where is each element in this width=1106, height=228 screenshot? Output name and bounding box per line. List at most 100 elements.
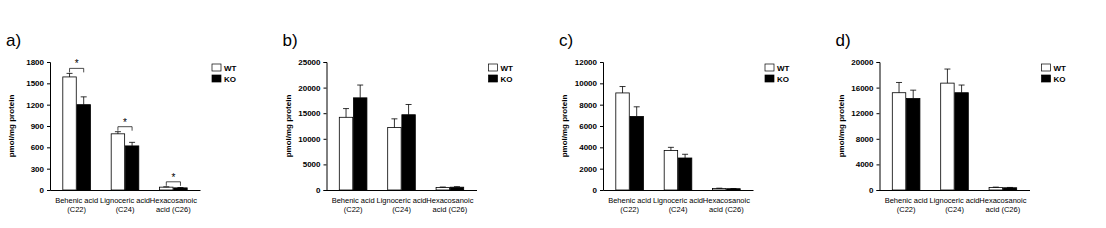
error-bar: [993, 187, 999, 188]
y-tick-label: 0: [593, 186, 598, 195]
error-bar-cap: [896, 82, 902, 83]
significance-label: *: [171, 172, 175, 183]
error-bar-cap: [406, 104, 412, 105]
x-tick: Hexacosanoicacid (C26): [703, 190, 750, 214]
legend: WTKO: [1042, 64, 1067, 84]
y-tick-label: 0: [40, 186, 45, 195]
error-bar-stem: [636, 107, 637, 117]
x-tick: Lignoceric acid(C24): [653, 190, 703, 214]
y-axis-line: [600, 63, 604, 191]
x-tick-label: Behenic acid(C22): [885, 196, 928, 214]
bar: [125, 146, 138, 190]
plot-area: [339, 85, 463, 190]
error-bar-stem: [622, 87, 623, 93]
x-tick-label: Hexacosanoicacid (C26): [703, 196, 750, 214]
error-bar-cap: [177, 187, 183, 188]
y-tick-label: 900: [31, 122, 45, 131]
panel: b)0500010000150002000025000pmol/mg prote…: [283, 31, 514, 214]
legend: WTKO: [212, 64, 237, 84]
error-bar: [357, 85, 363, 98]
error-bar-cap: [129, 142, 135, 143]
y-axis-line: [877, 63, 881, 191]
error-bar: [634, 107, 640, 117]
significance-label: *: [75, 58, 79, 69]
y-tick-label: 8000: [579, 101, 597, 110]
panel-label: a): [6, 31, 21, 50]
y-tick-mark: [877, 164, 880, 165]
legend-swatch: [489, 64, 498, 71]
y-tick: 600: [31, 143, 50, 152]
error-bar-stem: [961, 85, 962, 93]
legend-swatch: [765, 64, 774, 71]
x-axis: Behenic acid(C22)Lignoceric acid(C24)Hex…: [880, 190, 1030, 214]
bar: [353, 98, 366, 190]
error-bar-cap: [668, 147, 674, 148]
legend-label: WT: [1054, 64, 1067, 73]
bar: [450, 187, 463, 190]
bar: [664, 151, 677, 190]
y-tick-mark: [47, 190, 50, 191]
error-bar: [67, 73, 73, 77]
error-bar-cap: [716, 188, 722, 189]
y-tick: 12000: [575, 58, 603, 67]
y-tick: 12000: [851, 109, 879, 118]
y-tick-mark: [47, 126, 50, 127]
error-bar: [115, 132, 121, 134]
y-tick-label: 20000: [298, 84, 321, 93]
legend-item: KO: [489, 75, 513, 84]
y-axis-title: pmol/mg protein: [7, 95, 16, 158]
error-bar-cap: [959, 85, 965, 86]
bar: [678, 158, 691, 190]
bar: [892, 93, 905, 190]
error-bar-stem: [346, 109, 347, 118]
bar: [402, 115, 415, 190]
error-bar-cap: [343, 108, 349, 109]
y-tick-mark: [877, 62, 880, 63]
y-axis-line: [324, 63, 328, 191]
legend-item: KO: [765, 75, 789, 84]
bar: [77, 105, 90, 190]
y-tick-mark: [600, 62, 603, 63]
y-tick-mark: [47, 83, 50, 84]
bar: [111, 134, 124, 190]
y-tick-mark: [47, 105, 50, 106]
x-tick-label: Lignoceric acid(C24): [376, 196, 426, 214]
legend-item: WT: [765, 64, 790, 73]
x-tick: Behenic acid(C22): [885, 190, 928, 214]
y-tick-label: 12000: [575, 58, 598, 67]
y-axis-title: pmol/mg protein: [560, 95, 569, 158]
panel: a)0300600900120015001800pmol/mg proteinB…: [6, 31, 237, 214]
bar: [955, 93, 968, 190]
bar: [388, 128, 401, 190]
y-tick-label: 5000: [303, 160, 321, 169]
error-bar: [668, 147, 674, 150]
legend-swatch: [212, 75, 221, 82]
y-tick: 0: [593, 186, 603, 195]
x-tick-label: Behenic acid(C22): [332, 196, 375, 214]
error-bar: [440, 187, 446, 188]
y-axis: 040008000120001600020000: [851, 58, 880, 195]
y-tick-mark: [47, 147, 50, 148]
bar: [436, 187, 449, 190]
y-tick-mark: [324, 113, 327, 114]
x-axis: Behenic acid(C22)Lignoceric acid(C24)Hex…: [51, 190, 201, 214]
y-tick-label: 6000: [579, 122, 597, 131]
y-tick-mark: [324, 62, 327, 63]
y-tick: 5000: [303, 160, 327, 169]
error-bar-cap: [163, 186, 169, 187]
x-tick: Behenic acid(C22): [608, 190, 651, 214]
error-bar-stem: [913, 90, 914, 98]
y-tick: 1800: [26, 58, 50, 67]
error-bar: [343, 109, 349, 118]
legend-swatch: [1042, 64, 1051, 71]
panel: c)020004000600080001000012000pmol/mg pro…: [559, 31, 790, 214]
panel-label: d): [836, 31, 851, 50]
x-tick-label: Lignoceric acid(C24): [929, 196, 979, 214]
legend-swatch: [489, 75, 498, 82]
y-tick-label: 2000: [579, 165, 597, 174]
error-bar: [730, 188, 736, 189]
error-bar: [716, 188, 722, 189]
y-axis: 0500010000150002000025000: [298, 58, 327, 195]
error-bar-cap: [1007, 187, 1013, 188]
y-tick-mark: [600, 83, 603, 84]
